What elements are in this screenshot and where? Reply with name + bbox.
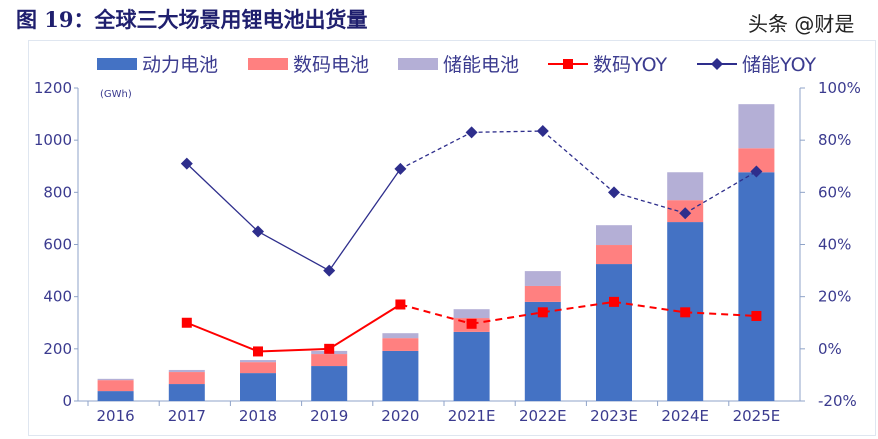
- bar-数码电池: [97, 380, 134, 392]
- bar-动力电池: [97, 391, 134, 401]
- bar-储能电池: [453, 309, 490, 319]
- x-tick-label: 2022E: [519, 407, 567, 425]
- watermark: 头条 @财是: [748, 12, 855, 36]
- marker-数码YOY: [253, 346, 263, 357]
- right-tick-label: 40%: [818, 236, 851, 254]
- marker-储能YOY: [394, 162, 407, 175]
- bar-动力电池: [738, 172, 775, 401]
- legend-label: 储能电池: [443, 54, 519, 76]
- left-tick-label: 400: [43, 288, 72, 306]
- legend-marker: [563, 59, 573, 69]
- x-tick-label: 2020: [381, 407, 419, 425]
- left-tick-label: 1000: [34, 131, 72, 149]
- line-segment-数码YOY: [400, 303, 472, 325]
- legend-label: 数码电池: [293, 54, 369, 76]
- legend-label: 数码YOY: [593, 54, 667, 76]
- right-tick-label: 100%: [818, 79, 861, 97]
- bar-动力电池: [382, 350, 419, 401]
- bar-数码电池: [738, 148, 775, 173]
- chart-frame: [28, 40, 876, 436]
- right-tick-label: 80%: [818, 131, 851, 149]
- marker-储能YOY: [750, 165, 763, 178]
- left-tick-label: 800: [43, 183, 72, 201]
- bar-储能电池: [738, 104, 775, 149]
- bar-动力电池: [240, 373, 276, 401]
- bar-储能电池: [667, 172, 704, 201]
- line-segment-储能YOY: [542, 130, 615, 193]
- bar-动力电池: [168, 384, 205, 401]
- marker-储能YOY: [679, 207, 692, 220]
- bar-数码电池: [311, 354, 348, 367]
- legend-swatch: [398, 58, 438, 70]
- right-tick-label: 0%: [818, 340, 842, 358]
- marker-数码YOY: [181, 317, 192, 328]
- bar-数码电池: [240, 362, 276, 374]
- marker-数码YOY: [609, 296, 619, 307]
- marker-数码YOY: [680, 307, 691, 318]
- left-tick-label: 200: [43, 340, 72, 358]
- left-tick-label: 600: [43, 236, 72, 254]
- marker-数码YOY: [324, 343, 335, 354]
- bar-数码电池: [168, 372, 205, 385]
- marker-储能YOY: [180, 157, 193, 170]
- right-tick-label: 20%: [818, 288, 851, 306]
- legend-marker: [711, 58, 723, 70]
- unit-label: (GWh): [100, 89, 132, 100]
- line-segment-数码YOY: [328, 303, 401, 350]
- line-segment-储能YOY: [328, 168, 401, 271]
- bar-储能电池: [97, 378, 134, 381]
- legend-swatch: [97, 58, 137, 70]
- bar-储能电池: [168, 369, 205, 373]
- left-tick-label: 1200: [34, 79, 72, 97]
- marker-数码YOY: [751, 310, 762, 321]
- bar-动力电池: [596, 264, 632, 401]
- bar-储能电池: [240, 360, 276, 363]
- bar-储能电池: [596, 225, 632, 246]
- x-tick-label: 2021E: [448, 407, 496, 425]
- marker-数码YOY: [395, 299, 406, 310]
- figure-title: 图 19：全球三大场景用锂电池出货量: [16, 7, 368, 32]
- marker-储能YOY: [252, 225, 264, 238]
- line-segment-储能YOY: [471, 130, 543, 133]
- marker-储能YOY: [536, 125, 549, 138]
- right-tick-label: 60%: [818, 183, 851, 201]
- line-segment-储能YOY: [257, 230, 330, 272]
- left-tick-label: 0: [62, 392, 72, 410]
- bar-储能电池: [524, 271, 561, 286]
- line-segment-储能YOY: [400, 131, 472, 170]
- marker-储能YOY: [608, 186, 620, 199]
- line-segment-数码YOY: [186, 321, 259, 353]
- legend-label: 储能YOY: [742, 54, 816, 76]
- x-tick-label: 2024E: [661, 407, 709, 425]
- x-tick-label: 2025E: [733, 407, 781, 425]
- legend-label: 动力电池: [142, 54, 218, 76]
- bar-数码电池: [524, 285, 561, 302]
- marker-储能YOY: [323, 264, 336, 277]
- bar-数码电池: [382, 338, 419, 351]
- bar-数码电池: [596, 245, 632, 265]
- x-tick-label: 2016: [97, 407, 135, 425]
- bar-动力电池: [453, 331, 490, 401]
- marker-数码YOY: [537, 307, 548, 318]
- x-tick-label: 2017: [168, 407, 206, 425]
- line-segment-数码YOY: [471, 311, 543, 325]
- bar-储能电池: [382, 333, 419, 339]
- marker-储能YOY: [465, 126, 478, 139]
- x-tick-label: 2023E: [590, 407, 638, 425]
- marker-数码YOY: [466, 318, 477, 329]
- line-segment-储能YOY: [613, 191, 686, 214]
- legend-swatch: [248, 58, 288, 70]
- x-tick-label: 2019: [310, 407, 348, 425]
- bar-动力电池: [524, 301, 561, 401]
- bar-动力电池: [311, 366, 348, 401]
- line-segment-数码YOY: [257, 347, 330, 353]
- x-tick-label: 2018: [239, 407, 277, 425]
- line-segment-储能YOY: [186, 163, 259, 232]
- right-tick-label: -20%: [818, 392, 857, 410]
